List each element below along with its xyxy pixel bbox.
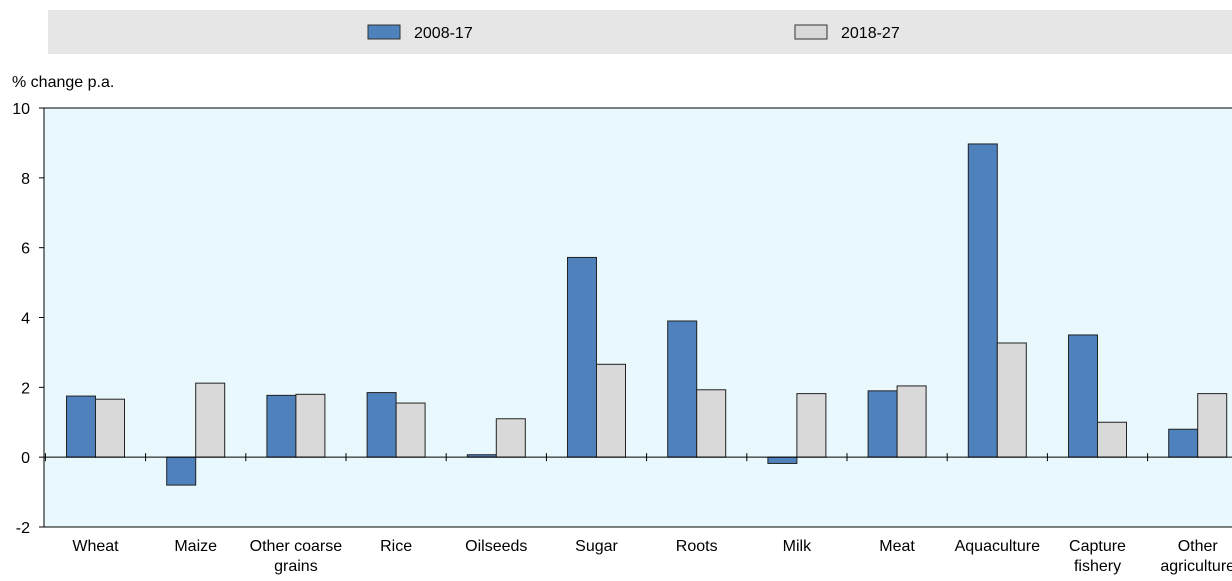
bar-series1-roots [667, 320, 698, 458]
bar-series1-meat [867, 390, 898, 458]
y-tick-label: 6 [21, 241, 30, 258]
bar-series2-aquaculture [996, 342, 1027, 458]
bar-series2-other-coarse-grains [295, 393, 326, 458]
bars [66, 143, 1228, 486]
x-category-label: Maize [174, 538, 217, 555]
x-category-label: Other agriculture [1160, 538, 1232, 575]
bar-series1-aquaculture [967, 143, 998, 458]
x-category-label: Roots [676, 538, 718, 555]
legend-label-1: 2008-17 [414, 25, 473, 42]
bar-series1-other-coarse-grains [266, 394, 297, 458]
bar-series2-other-agriculture [1197, 393, 1228, 458]
legend: 2008-17 2018-27 [367, 24, 900, 42]
x-category-label: Sugar [575, 538, 618, 555]
bar-series2-wheat [95, 398, 125, 458]
y-axis-ticks: -2 0 2 4 6 8 10 [12, 101, 44, 537]
bar-series2-meat [896, 385, 927, 458]
x-category-label: Other coarse grains [250, 538, 343, 575]
bar-series2-rice [395, 402, 426, 458]
legend-item-2: 2018-27 [794, 24, 900, 42]
x-category-label: Aquaculture [955, 538, 1040, 555]
bar-series2-sugar [596, 363, 626, 458]
bar-series1-milk [767, 456, 798, 464]
x-category-label: Meat [879, 538, 915, 555]
legend-swatch-1 [367, 24, 401, 40]
bar-series1-capture-fishery [1068, 334, 1098, 458]
plot-area [43, 107, 1232, 528]
bar-series2-milk [796, 393, 827, 458]
legend-label-2: 2018-27 [841, 25, 900, 42]
y-tick-label: 4 [21, 311, 30, 328]
x-category-label: Milk [783, 538, 812, 555]
bar-series1-wheat [66, 395, 96, 458]
legend-background [48, 10, 1232, 54]
legend-swatch-2 [794, 24, 828, 40]
bar-series2-roots [696, 389, 727, 458]
y-axis-unit-label: % change p.a. [12, 74, 114, 91]
bar-series1-sugar [567, 256, 597, 458]
y-tick-label: 2 [21, 380, 30, 397]
legend-item-1: 2008-17 [367, 24, 473, 42]
x-category-label: Wheat [72, 538, 119, 555]
bar-series2-oilseeds [495, 418, 526, 458]
bar-series1-maize [166, 456, 197, 486]
bar-series1-other-agriculture [1168, 428, 1199, 458]
y-tick-label: -2 [16, 520, 30, 537]
x-axis-ticks [44, 453, 1149, 462]
x-category-label: Oilseeds [465, 538, 527, 555]
y-tick-label: 0 [21, 450, 30, 467]
y-tick-label: 8 [21, 171, 30, 188]
x-category-label: Rice [380, 538, 412, 555]
x-axis-labels: Wheat Maize Other coarse grains Rice Oilseeds… [72, 538, 1232, 575]
bar-series2-capture-fishery [1097, 421, 1127, 458]
bar-series2-maize [195, 382, 226, 458]
bar-series1-rice [366, 392, 397, 458]
y-tick-label: 10 [12, 101, 30, 118]
x-category-label: Capture fishery [1069, 538, 1126, 575]
